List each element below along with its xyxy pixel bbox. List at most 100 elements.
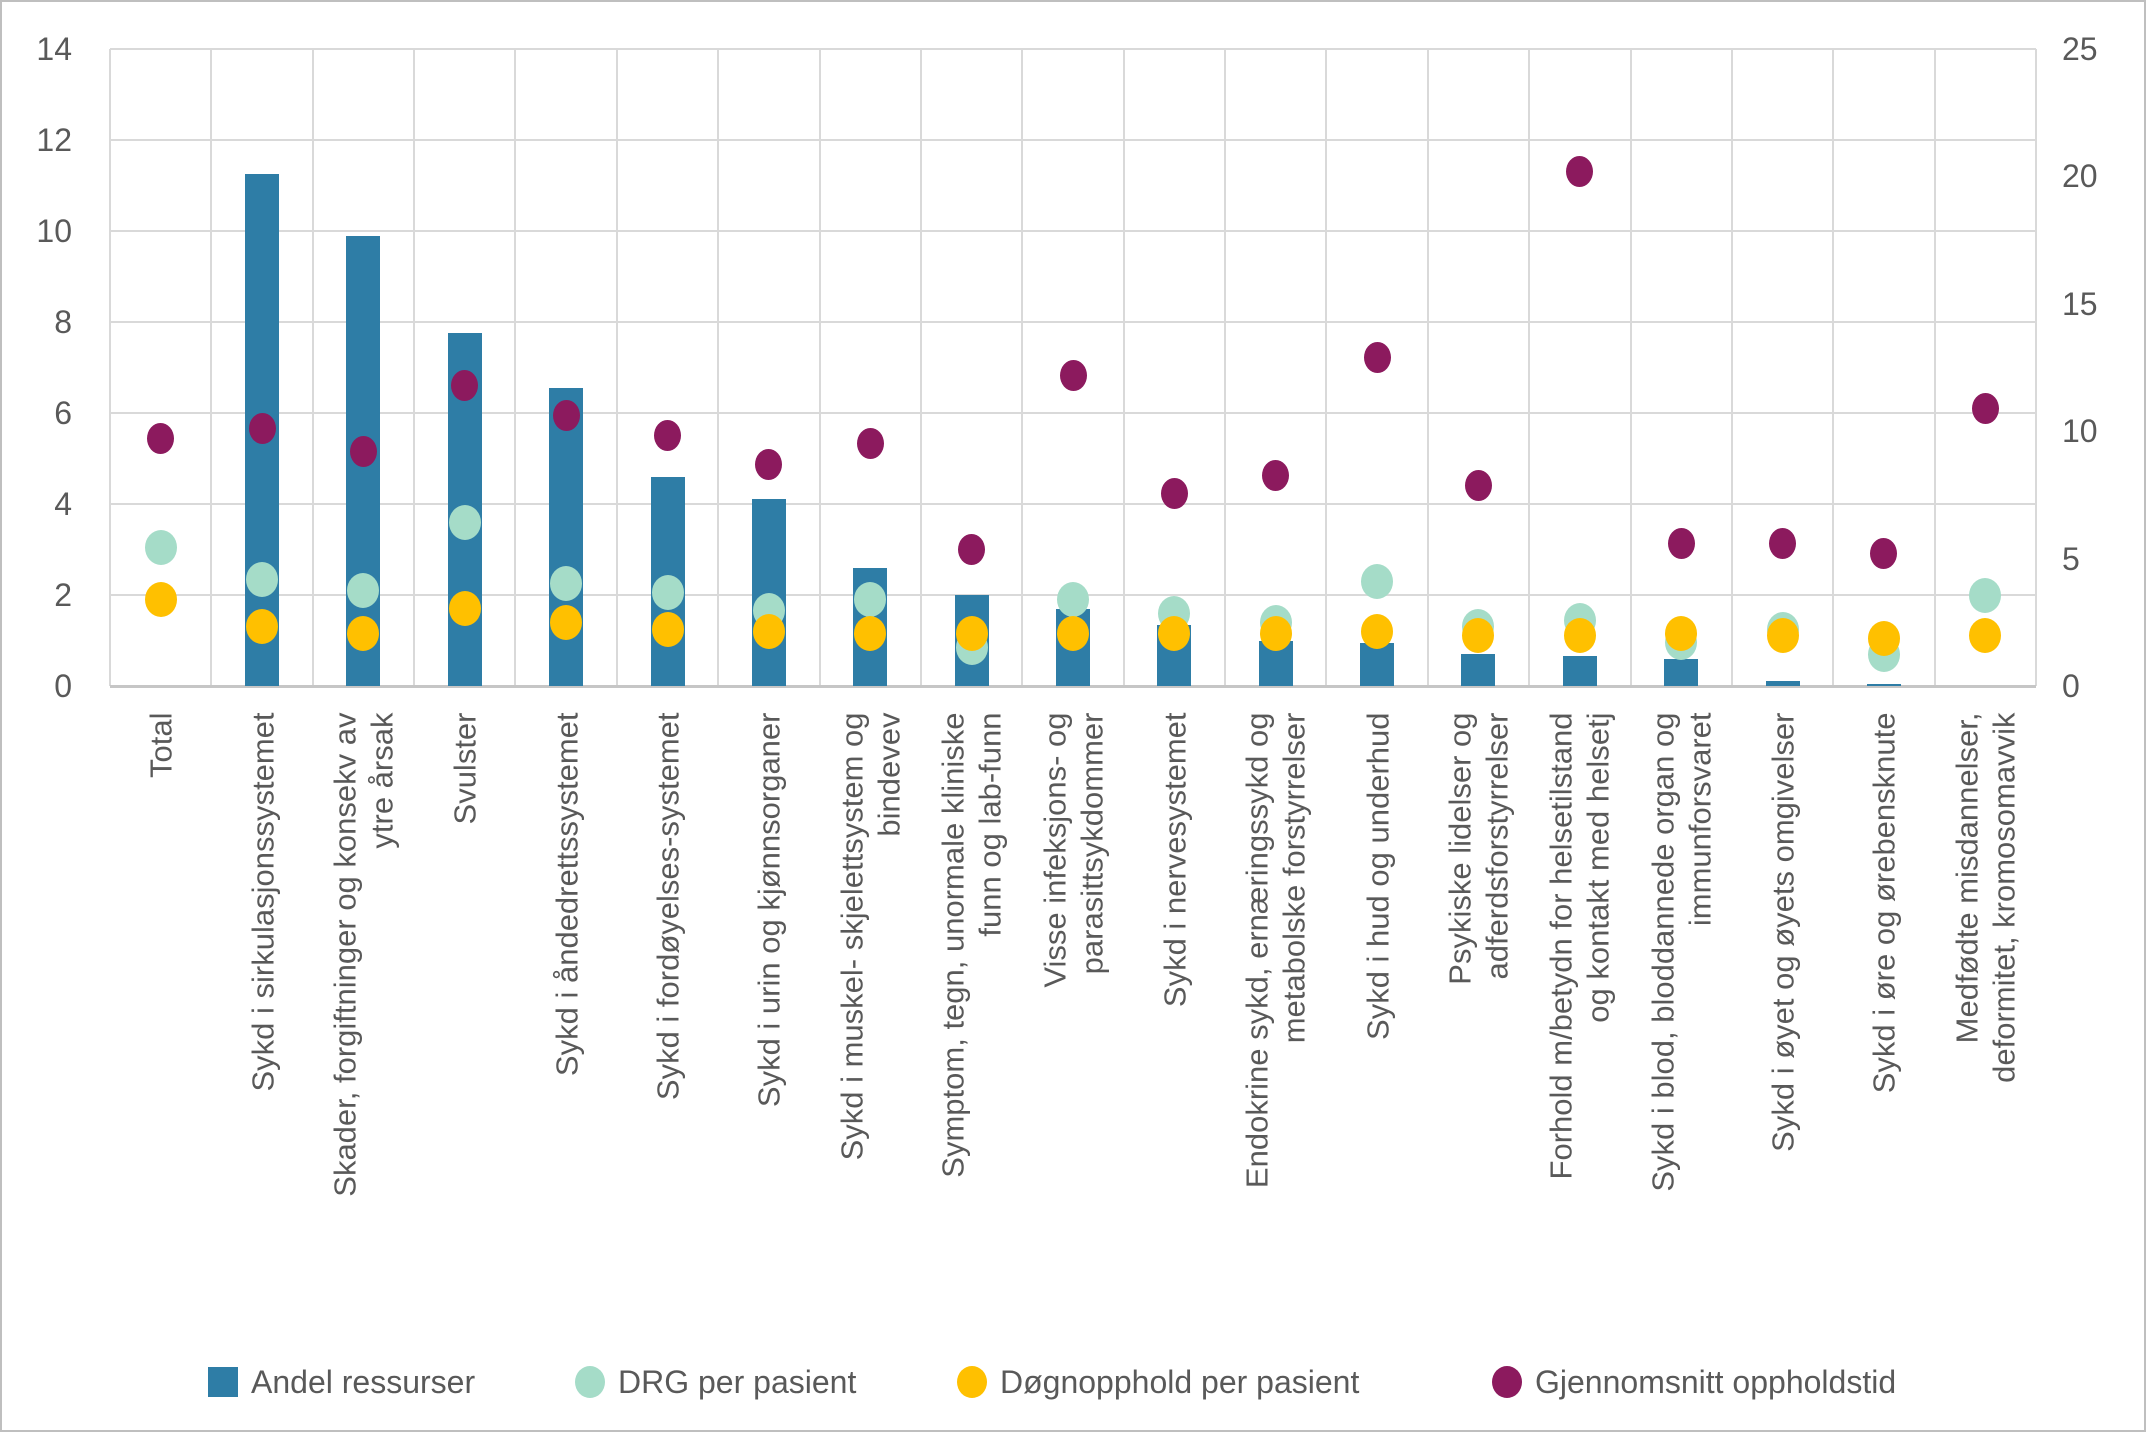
oppholdstid-dot	[147, 423, 175, 455]
gridline-vertical	[1325, 49, 1328, 686]
gridline-vertical	[919, 49, 922, 686]
dognopphold-dot	[144, 582, 177, 618]
oppholdstid-dot	[1464, 470, 1492, 502]
category-label-line: Sykd i blod, bloddannede organ og	[1645, 712, 1681, 1192]
right-axis-tick-label: 15	[2062, 285, 2098, 322]
category-label-line: immunforsvaret	[1682, 712, 1718, 926]
drg-per-pasient-dot	[1057, 582, 1089, 618]
category-label-line: Sykd i hud og underhud	[1359, 712, 1395, 1040]
category-label: Svulster	[425, 712, 505, 1347]
gridline-vertical	[1832, 49, 1835, 686]
category-label-line: Sykd i øre og ørebensknute	[1866, 712, 1902, 1093]
dognopphold-dot	[854, 616, 887, 652]
category-label-line: Total	[143, 712, 179, 778]
bar-andel-ressurser	[1866, 683, 1901, 686]
dognopphold-dot	[1969, 618, 2002, 654]
gridline-vertical	[311, 49, 314, 686]
category-label-line: funn og lab-funn	[972, 712, 1008, 937]
oppholdstid-dot	[1363, 341, 1391, 373]
gridline-horizontal	[110, 48, 2036, 50]
gridline-vertical	[1933, 49, 1936, 686]
category-label-line: Sykd i fordøyelses-systemet	[650, 712, 686, 1100]
dognopphold-dot	[1259, 616, 1292, 652]
dognopphold-dot	[955, 616, 988, 652]
dognopphold-dot	[448, 591, 481, 627]
bar-andel-ressurser	[1664, 658, 1699, 686]
dognopphold-dot	[1766, 618, 1799, 654]
category-label: Symptom, tegn, unormale kliniske funn og …	[932, 712, 1012, 1347]
drg-per-pasient-dot	[854, 582, 887, 618]
bar-andel-ressurser	[549, 387, 584, 686]
dognopphold-dot	[651, 611, 684, 647]
gridline-vertical	[413, 49, 416, 686]
category-label: Sykd i nervesystemet	[1134, 712, 1214, 1347]
oppholdstid-dot	[958, 534, 986, 566]
gridline-vertical	[1224, 49, 1227, 686]
right-axis-tick-label: 5	[2062, 540, 2080, 577]
dognopphold-dot	[752, 613, 785, 649]
category-label-line: Sykd i åndedrettssystemet	[548, 712, 584, 1076]
oppholdstid-dot	[755, 448, 783, 480]
category-label-line: Sykd i nervesystemet	[1156, 712, 1192, 1007]
gridline-vertical	[1629, 49, 1632, 686]
category-label-line: Sykd i sirkulasjonssystemet	[244, 712, 280, 1092]
legend-circle-icon	[957, 1366, 987, 1398]
category-label-line: Sykd i øyet og øyets omgivelser	[1765, 712, 1801, 1152]
right-axis-tick-label: 20	[2062, 158, 2098, 195]
left-axis-tick-label: 0	[54, 668, 72, 704]
category-label-line: bindevev	[871, 712, 907, 837]
oppholdstid-dot	[552, 400, 580, 432]
category-label: Sykd i muskel- skjelettsystem og bindevev	[830, 712, 910, 1347]
legend-item: Gjennomsnitt oppholdstid	[1492, 1360, 1896, 1404]
gridline-vertical	[818, 49, 821, 686]
category-label-line: Symptom, tegn, unormale kliniske	[935, 712, 971, 1178]
oppholdstid-dot	[349, 436, 377, 468]
category-label-line: ytre årsak	[364, 712, 400, 849]
drg-per-pasient-dot	[144, 529, 177, 565]
gridline-vertical	[1528, 49, 1531, 686]
dognopphold-dot	[1158, 616, 1191, 652]
legend-item: Døgnopphold per pasient	[957, 1360, 1359, 1404]
dognopphold-dot	[1665, 616, 1698, 652]
gridline-horizontal	[110, 139, 2036, 141]
left-axis-tick-label: 4	[54, 486, 72, 522]
category-label-line: Forhold m/betydn for helsetilstand	[1543, 712, 1579, 1179]
gridline-vertical	[717, 49, 720, 686]
drg-per-pasient-dot	[1969, 577, 2002, 613]
category-label: Sykd i hud og underhud	[1337, 712, 1417, 1347]
bar-andel-ressurser	[751, 499, 786, 686]
oppholdstid-dot	[1262, 460, 1290, 492]
legend-item: DRG per pasient	[575, 1360, 856, 1404]
gridline-vertical	[1426, 49, 1429, 686]
category-label-line: Skader, forgiftninger og konsekv av	[327, 712, 363, 1197]
gridline-horizontal	[110, 412, 2036, 414]
legend-square-icon	[208, 1367, 238, 1397]
drg-per-pasient-dot	[550, 566, 583, 602]
oppholdstid-dot	[451, 369, 479, 401]
drg-per-pasient-dot	[448, 504, 481, 540]
bar-andel-ressurser	[1360, 642, 1395, 686]
left-axis-tick-label: 14	[36, 31, 72, 67]
left-axis-tick-label: 2	[54, 577, 72, 613]
category-label: Medfødte misdannelser, deformitet, kromos…	[1945, 712, 2025, 1347]
category-label: Sykd i urin og kjønnsorganer	[729, 712, 809, 1347]
oppholdstid-dot	[1769, 527, 1797, 559]
right-axis-tick-label: 10	[2062, 413, 2098, 450]
legend-circle-icon	[575, 1366, 605, 1398]
category-label-line: deformitet, kromosomavvik	[1986, 712, 2022, 1083]
dognopphold-dot	[1563, 618, 1596, 654]
gridline-horizontal	[110, 230, 2036, 232]
x-axis-line	[110, 685, 2036, 688]
drg-per-pasient-dot	[1361, 563, 1394, 599]
drg-per-pasient-dot	[246, 561, 279, 597]
category-label-line: parasittsykdommer	[1074, 712, 1109, 974]
dognopphold-dot	[1361, 613, 1394, 649]
category-label-line: og kontakt med helsetj	[1580, 712, 1616, 1023]
dognopphold-dot	[1462, 618, 1495, 654]
oppholdstid-dot	[654, 419, 682, 451]
category-label: Psykiske lidelser og adferdsforstyrrelser	[1438, 712, 1518, 1347]
category-label-line: Psykiske lidelser og	[1442, 712, 1478, 985]
dognopphold-dot	[1057, 616, 1089, 652]
oppholdstid-dot	[856, 428, 884, 460]
category-label: Sykd i øyet og øyets omgivelser	[1743, 712, 1823, 1347]
